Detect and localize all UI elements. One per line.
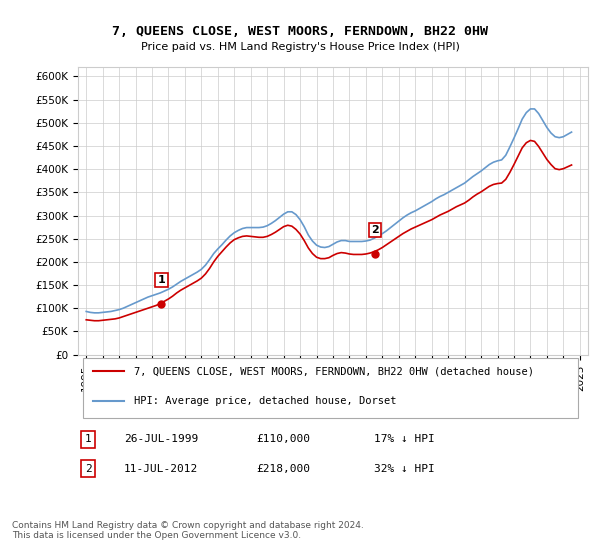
Text: £110,000: £110,000 <box>257 435 311 445</box>
Text: HPI: Average price, detached house, Dorset: HPI: Average price, detached house, Dors… <box>134 396 397 406</box>
Text: 1: 1 <box>158 275 165 285</box>
Text: £218,000: £218,000 <box>257 464 311 474</box>
Text: 2: 2 <box>85 464 92 474</box>
Text: Contains HM Land Registry data © Crown copyright and database right 2024.
This d: Contains HM Land Registry data © Crown c… <box>12 521 364 540</box>
FancyBboxPatch shape <box>83 358 578 418</box>
Text: 1: 1 <box>85 435 92 445</box>
Text: 11-JUL-2012: 11-JUL-2012 <box>124 464 198 474</box>
Text: 7, QUEENS CLOSE, WEST MOORS, FERNDOWN, BH22 0HW: 7, QUEENS CLOSE, WEST MOORS, FERNDOWN, B… <box>112 25 488 38</box>
Text: 17% ↓ HPI: 17% ↓ HPI <box>374 435 434 445</box>
Text: 32% ↓ HPI: 32% ↓ HPI <box>374 464 434 474</box>
Text: 2: 2 <box>371 225 379 235</box>
Text: 7, QUEENS CLOSE, WEST MOORS, FERNDOWN, BH22 0HW (detached house): 7, QUEENS CLOSE, WEST MOORS, FERNDOWN, B… <box>134 366 534 376</box>
Text: Price paid vs. HM Land Registry's House Price Index (HPI): Price paid vs. HM Land Registry's House … <box>140 42 460 52</box>
Text: 26-JUL-1999: 26-JUL-1999 <box>124 435 198 445</box>
